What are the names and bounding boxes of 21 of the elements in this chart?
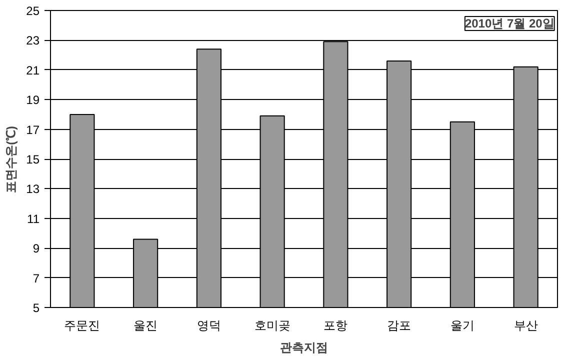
x-axis-title: 관측지점 <box>280 340 328 354</box>
x-tick-label: 울기 <box>450 318 474 332</box>
x-tick-label: 포항 <box>324 318 348 332</box>
y-tick-label: 21 <box>26 63 40 78</box>
y-tick-label: 7 <box>32 271 40 286</box>
x-tick-label: 영덕 <box>196 318 221 332</box>
x-tick-label: 감포 <box>387 318 412 332</box>
y-axis-title: 표면수온(℃) <box>4 126 18 193</box>
y-tick-label: 25 <box>26 4 40 18</box>
y-tick-label: 5 <box>32 301 40 315</box>
x-tick-label: 호미곶 <box>254 318 290 332</box>
y-tick-label: 19 <box>26 93 40 108</box>
y-tick-label: 13 <box>26 182 40 196</box>
y-tick-label: 23 <box>26 34 40 48</box>
x-tick-label: 울진 <box>134 318 158 332</box>
x-tick-label: 주문진 <box>64 318 100 332</box>
y-tick-label: 9 <box>32 242 40 256</box>
y-tick-label: 11 <box>27 212 40 226</box>
x-tick-label: 부산 <box>514 318 538 332</box>
y-tick-label: 15 <box>26 152 40 166</box>
y-tick-label: 17 <box>26 122 40 137</box>
